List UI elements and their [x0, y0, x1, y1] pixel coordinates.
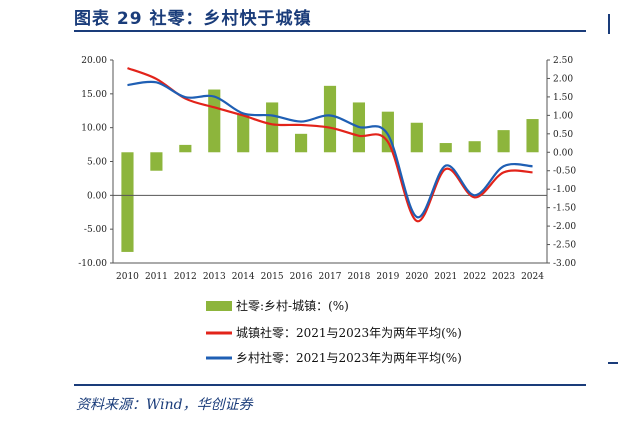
y-tick-label-right: -1.50 — [553, 204, 576, 214]
footer-divider — [74, 384, 586, 386]
bar-series — [121, 85, 539, 252]
adjacent-panel-edge — [608, 362, 618, 386]
y-tick-label-left: 10.00 — [81, 124, 107, 134]
y-tick-label-right: -0.50 — [553, 167, 576, 177]
legend-swatch-bar — [206, 301, 232, 311]
bar — [179, 144, 192, 153]
y-tick-label-right: -1.00 — [553, 185, 576, 195]
bar — [208, 89, 221, 153]
bar — [439, 143, 452, 153]
x-tick-label: 2019 — [376, 272, 399, 282]
adjacent-panel-edge — [608, 14, 620, 34]
y-tick-label-left: 5.00 — [87, 158, 107, 168]
bar — [497, 130, 510, 153]
legend-label: 社零:乡村-城镇：(%) — [236, 298, 349, 313]
x-tick-label: 2017 — [319, 272, 342, 282]
y-tick-label-right: -2.00 — [553, 222, 576, 232]
y-tick-label-left: 20.00 — [81, 56, 107, 66]
legend-label: 乡村社零：2021与2023年为两年平均(%) — [236, 350, 462, 365]
source-note: 资料来源：Wind，华创证券 — [76, 397, 253, 413]
line-series — [127, 67, 533, 223]
x-tick-label: 2020 — [405, 272, 428, 282]
line-rural — [127, 80, 533, 219]
y-tick-label-right: 1.00 — [553, 111, 573, 121]
x-tick-label: 2015 — [261, 272, 284, 282]
line-urban — [127, 67, 533, 223]
y-tick-label-left: 0.00 — [87, 191, 107, 201]
bar — [294, 133, 308, 153]
x-tick-label: 2010 — [116, 272, 139, 282]
bar — [121, 152, 134, 252]
chart-axes: 20.00 15.00 10.00 5.00 0.00 -5.00 -10.00 2010 20… — [78, 56, 576, 282]
y-tick-label-right: -2.50 — [553, 241, 576, 251]
bar — [150, 152, 163, 171]
x-tick-label: 2021 — [434, 272, 457, 282]
bar — [468, 141, 481, 153]
y-tick-label-right: 0.00 — [553, 148, 573, 158]
bar — [266, 102, 279, 153]
title-divider — [74, 30, 586, 32]
x-tick-label: 2016 — [290, 272, 313, 282]
x-tick-label: 2024 — [521, 272, 544, 282]
x-tick-label: 2018 — [347, 272, 370, 282]
y-tick-label-left: -10.00 — [78, 259, 107, 269]
bar — [526, 119, 539, 153]
chart-legend: 社零:乡村-城镇：(%) 城镇社零：2021与2023年为两年平均(%) 乡村社零：… — [206, 298, 462, 365]
x-tick-label: 2022 — [463, 272, 486, 282]
y-tick-label-right: 2.50 — [553, 56, 573, 66]
bar — [323, 85, 337, 153]
y-tick-label-left: 15.00 — [81, 90, 107, 100]
legend-label: 城镇社零：2021与2023年为两年平均(%) — [236, 325, 462, 340]
bar — [237, 113, 250, 153]
x-tick-label: 2012 — [174, 272, 197, 282]
bar — [410, 122, 423, 153]
y-tick-label-right: 2.00 — [553, 74, 573, 84]
y-tick-label-right: 0.50 — [553, 130, 573, 140]
x-tick-label: 2014 — [232, 272, 255, 282]
figure-title: 图表 29 社零：乡村快于城镇 — [74, 9, 312, 29]
y-tick-label-left: -5.00 — [84, 225, 107, 235]
x-tick-label: 2011 — [145, 272, 168, 282]
y-tick-label-right: 1.50 — [553, 93, 573, 103]
y-tick-label-right: -3.00 — [553, 259, 576, 269]
x-tick-label: 2013 — [203, 272, 226, 282]
x-tick-label: 2023 — [492, 272, 515, 282]
